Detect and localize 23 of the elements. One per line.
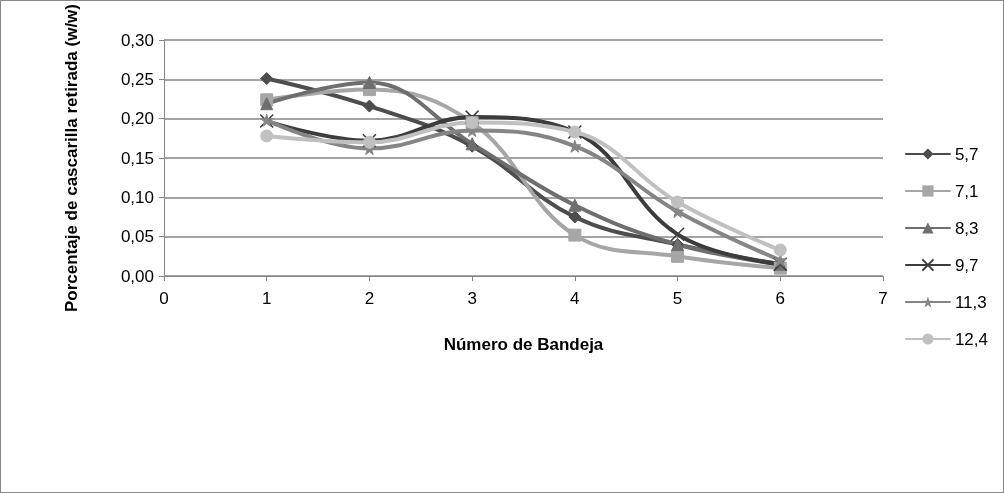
legend-label: 11,3	[954, 292, 987, 312]
y-tick-label: 0,05	[120, 227, 154, 247]
x-tick-label: 7	[878, 289, 888, 308]
x-tick-label: 3	[467, 289, 477, 308]
legend-label: 12,4	[954, 329, 989, 349]
y-axis-title: Porcentaje de cascarilla retirada (w/w)	[61, 4, 81, 313]
x-tick-label: 5	[672, 289, 683, 308]
x-axis-title: Número de Bandeja	[443, 335, 604, 354]
y-tick-label: 0,30	[120, 30, 154, 50]
y-tick-label: 0,10	[120, 187, 154, 207]
y-tick-label: 0,00	[120, 266, 154, 286]
x-tick-label: 4	[570, 289, 580, 308]
y-tick-label: 0,15	[120, 148, 154, 168]
legend-label: 9,7	[954, 255, 979, 275]
x-tick-label: 0	[159, 289, 169, 308]
x-tick-label: 1	[261, 289, 272, 308]
y-tick-label: 0,20	[120, 109, 154, 129]
legend-label: 8,3	[954, 218, 979, 238]
legend-label: 7,1	[954, 181, 979, 201]
x-tick-label: 2	[364, 289, 375, 308]
x-tick-label: 6	[775, 289, 786, 308]
y-tick-label: 0,25	[120, 69, 154, 89]
legend-label: 5,7	[954, 144, 979, 164]
